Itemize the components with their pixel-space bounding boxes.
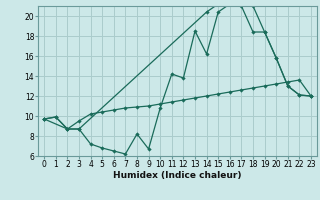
X-axis label: Humidex (Indice chaleur): Humidex (Indice chaleur) [113,171,242,180]
